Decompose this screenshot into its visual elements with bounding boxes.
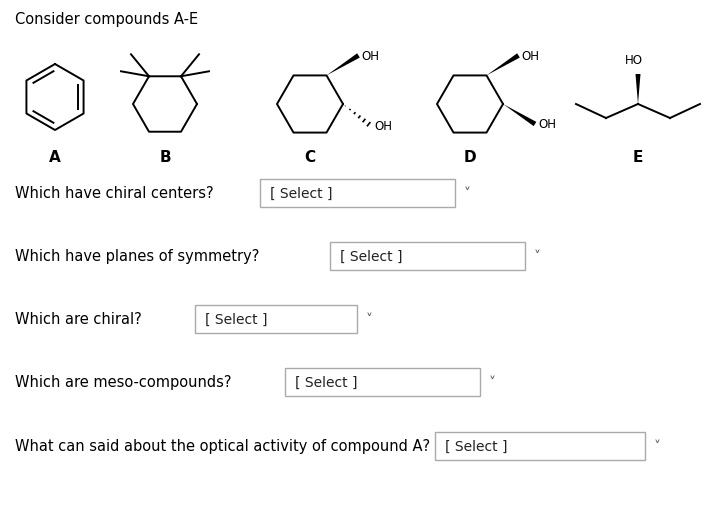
Text: ˅: ˅ xyxy=(463,187,471,201)
Polygon shape xyxy=(327,54,360,76)
Text: ˅: ˅ xyxy=(366,313,373,326)
Polygon shape xyxy=(487,54,520,76)
Text: C: C xyxy=(304,150,316,165)
Text: What can said about the optical activity of compound A?: What can said about the optical activity… xyxy=(15,439,430,454)
Text: OH: OH xyxy=(374,120,392,133)
Bar xyxy=(195,305,357,333)
Text: B: B xyxy=(159,150,171,165)
Text: HO: HO xyxy=(625,54,643,67)
Text: ˅: ˅ xyxy=(489,375,495,389)
Text: Which have planes of symmetry?: Which have planes of symmetry? xyxy=(15,249,259,264)
Text: ˅: ˅ xyxy=(654,439,660,453)
Text: Consider compounds A-E: Consider compounds A-E xyxy=(15,12,198,27)
Text: A: A xyxy=(49,150,61,165)
Bar xyxy=(435,432,645,460)
Polygon shape xyxy=(503,105,536,127)
Text: Which have chiral centers?: Which have chiral centers? xyxy=(15,186,214,201)
Text: Which are chiral?: Which are chiral? xyxy=(15,312,142,327)
Bar xyxy=(285,369,480,396)
Bar xyxy=(330,242,525,270)
Text: [ Select ]: [ Select ] xyxy=(340,249,403,264)
Text: ˅: ˅ xyxy=(534,249,541,264)
Text: OH: OH xyxy=(538,118,556,131)
Text: D: D xyxy=(463,150,476,165)
Polygon shape xyxy=(636,75,641,105)
Text: [ Select ]: [ Select ] xyxy=(270,187,332,201)
Text: OH: OH xyxy=(361,50,379,63)
Text: [ Select ]: [ Select ] xyxy=(295,375,358,389)
Text: [ Select ]: [ Select ] xyxy=(205,313,267,326)
Text: E: E xyxy=(633,150,643,165)
Text: [ Select ]: [ Select ] xyxy=(445,439,508,453)
Bar xyxy=(260,180,455,208)
Text: Which are meso-compounds?: Which are meso-compounds? xyxy=(15,375,232,390)
Text: OH: OH xyxy=(521,50,539,63)
